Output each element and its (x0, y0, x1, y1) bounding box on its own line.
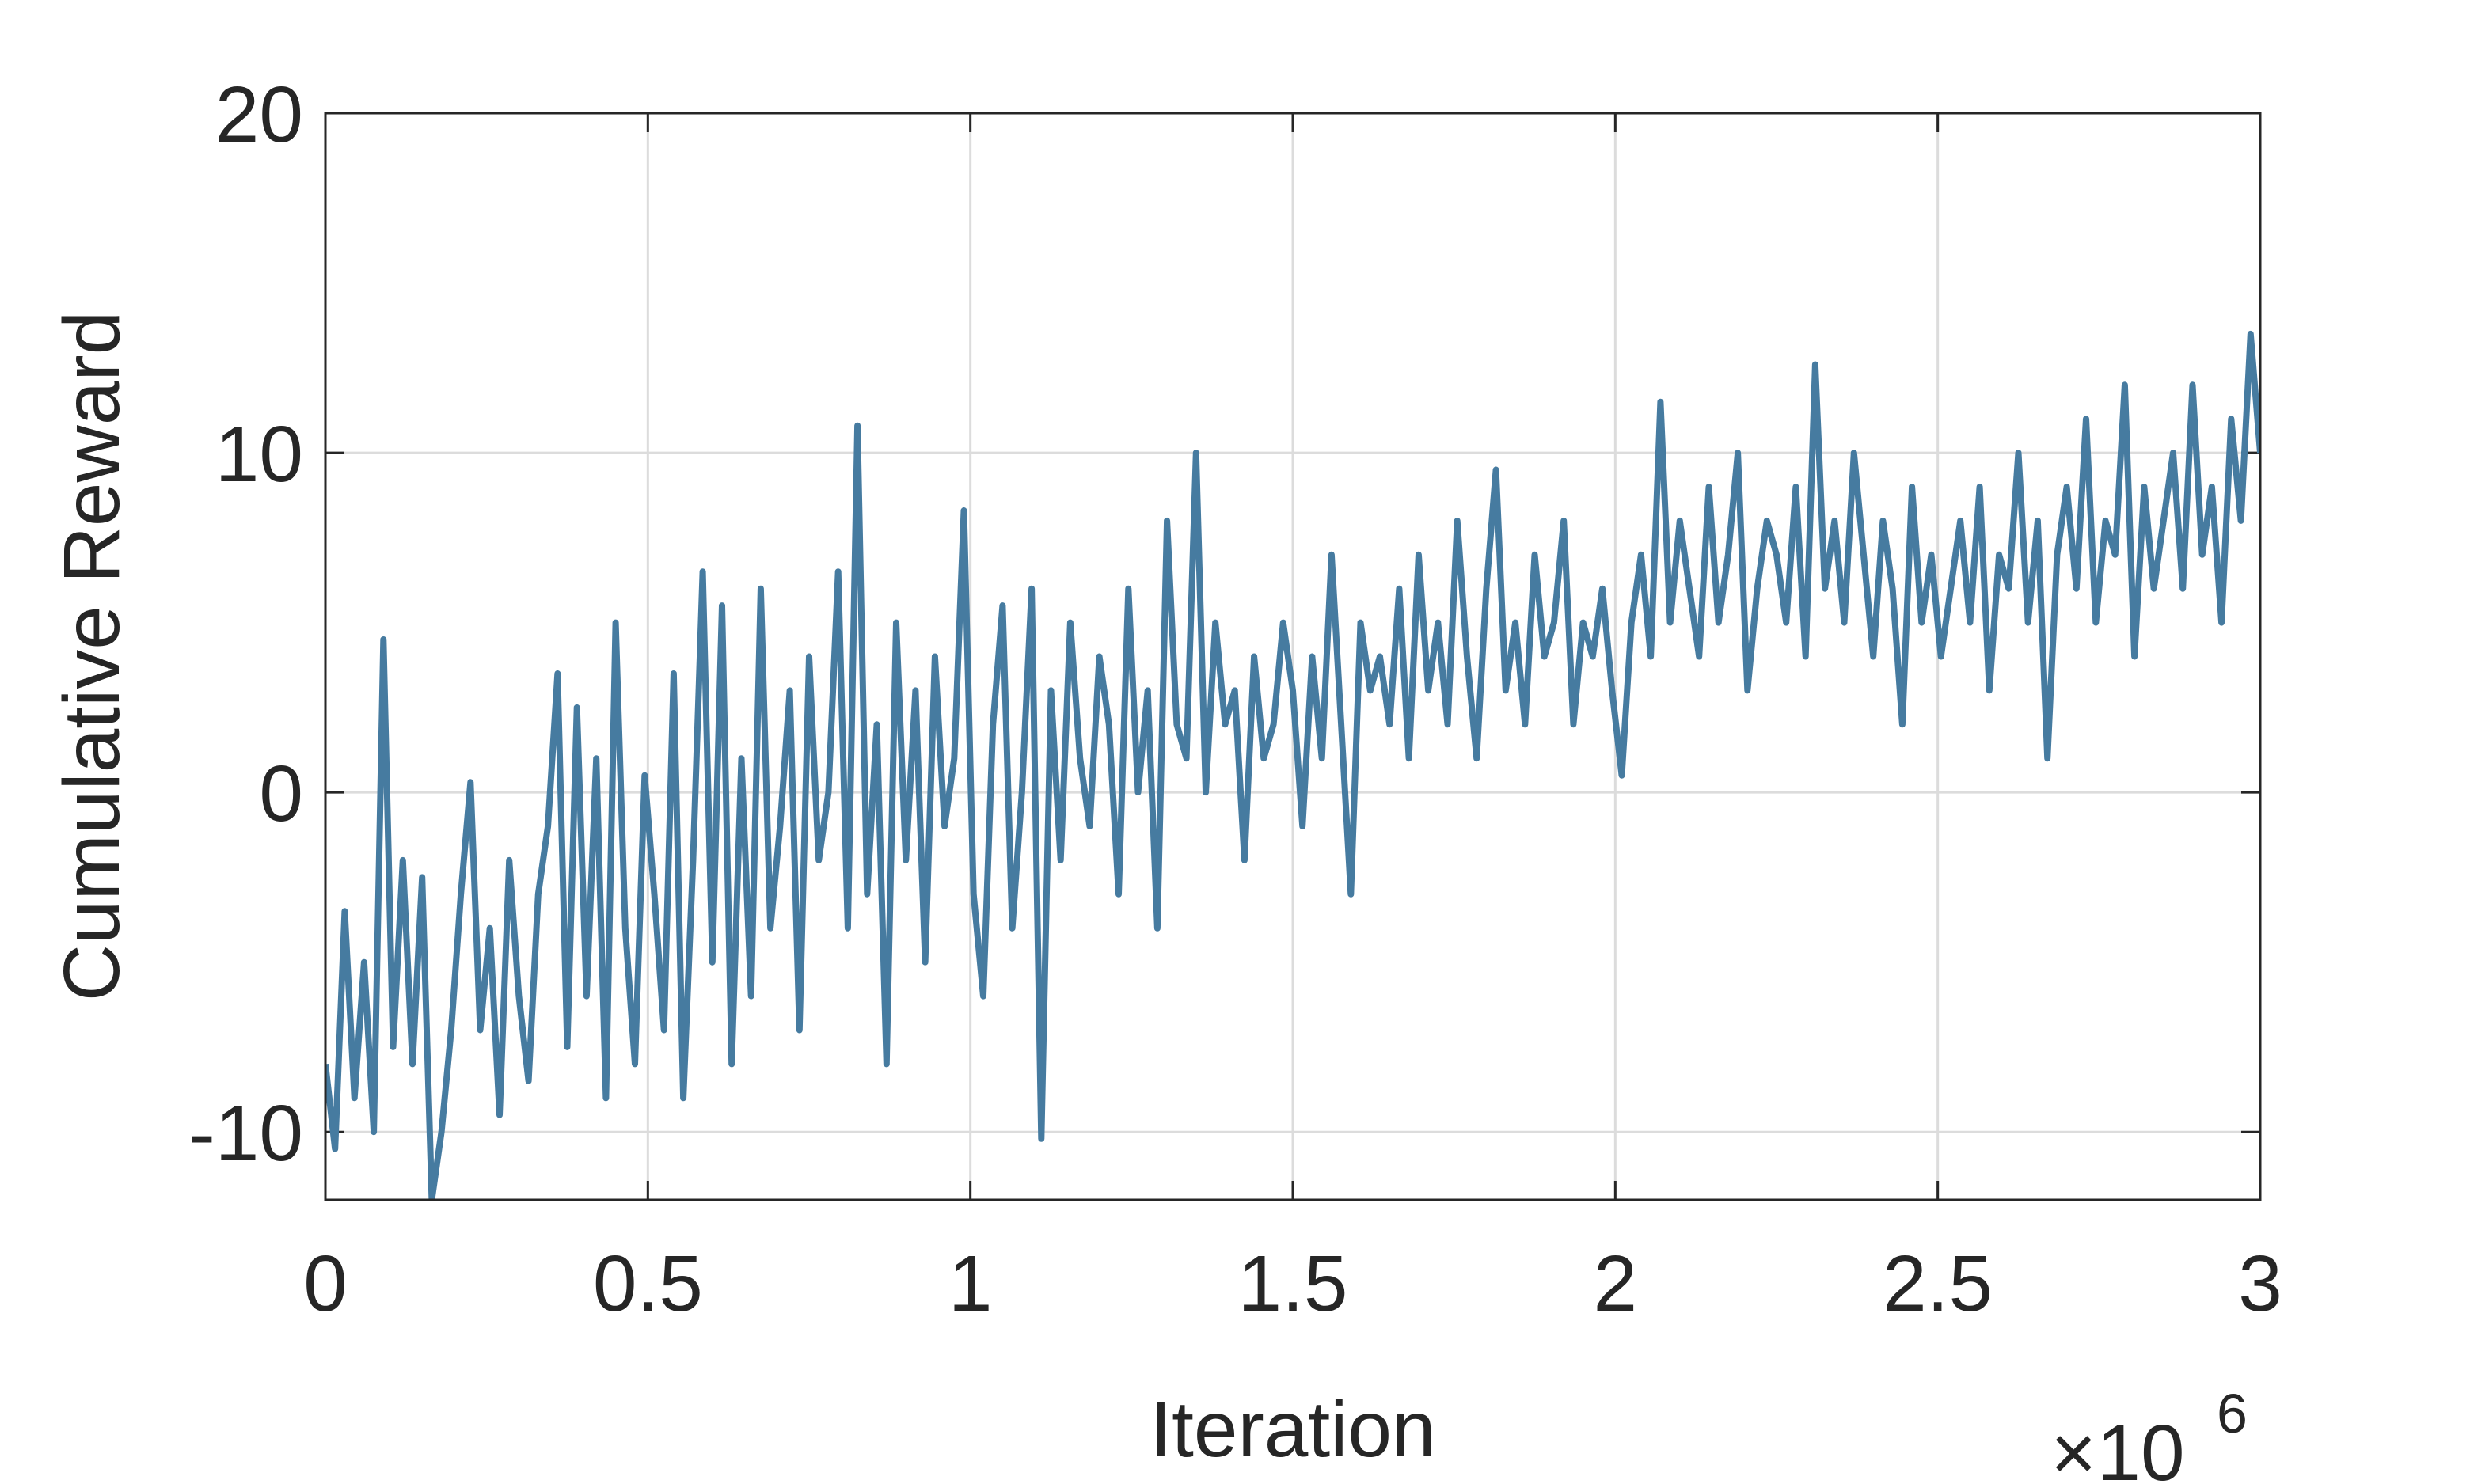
x-tick-label: 3 (2238, 1239, 2282, 1328)
x-tick-label: 1 (948, 1239, 993, 1328)
x-tick-label: 0 (303, 1239, 348, 1328)
x-exponent-base: ×10 (2050, 1409, 2185, 1484)
y-tick-label: -10 (188, 1089, 303, 1178)
y-tick-label: 10 (215, 410, 303, 499)
y-tick-label: 20 (215, 70, 303, 159)
plot-frame (324, 112, 2262, 1201)
x-exponent-power: 6 (2217, 1383, 2248, 1444)
series-line (325, 330, 2260, 1200)
x-tick-label: 0.5 (593, 1239, 703, 1328)
y-axis-label: Cumulative Reward (48, 311, 136, 1002)
x-tick-label: 1.5 (1237, 1239, 1347, 1328)
y-tick-label: 0 (259, 750, 303, 838)
x-tick-label: 2.5 (1883, 1239, 1993, 1328)
x-axis-label: Iteration (1150, 1385, 1435, 1474)
x-tick-label: 2 (1594, 1239, 1638, 1328)
